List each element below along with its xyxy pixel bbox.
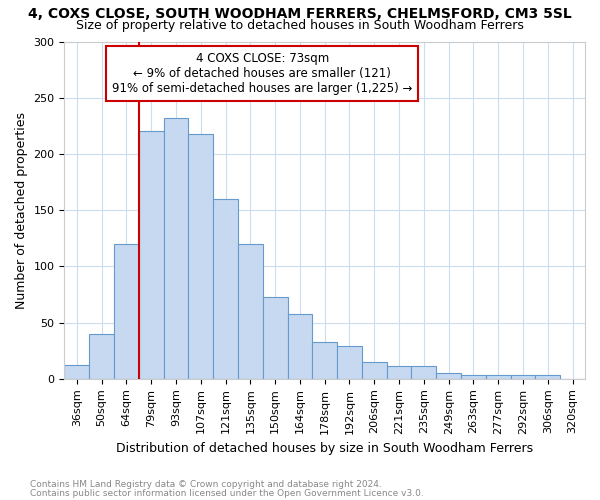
Bar (511, 376, 535, 379)
Bar (238, 244, 263, 379)
X-axis label: Distribution of detached houses by size in South Woodham Ferrers: Distribution of detached houses by size … (116, 442, 533, 455)
Bar (486, 376, 511, 379)
Bar (164, 118, 188, 379)
Bar (461, 376, 486, 379)
Bar (337, 346, 362, 379)
Bar (139, 132, 164, 379)
Text: 4 COXS CLOSE: 73sqm
← 9% of detached houses are smaller (121)
91% of semi-detach: 4 COXS CLOSE: 73sqm ← 9% of detached hou… (112, 52, 412, 94)
Bar (436, 373, 461, 379)
Bar (89, 334, 114, 379)
Bar (362, 362, 386, 379)
Text: Contains HM Land Registry data © Crown copyright and database right 2024.: Contains HM Land Registry data © Crown c… (30, 480, 382, 489)
Y-axis label: Number of detached properties: Number of detached properties (15, 112, 28, 308)
Bar (114, 244, 139, 379)
Bar (64, 366, 89, 379)
Bar (412, 366, 436, 379)
Text: Size of property relative to detached houses in South Woodham Ferrers: Size of property relative to detached ho… (76, 19, 524, 32)
Text: Contains public sector information licensed under the Open Government Licence v3: Contains public sector information licen… (30, 488, 424, 498)
Bar (213, 199, 238, 379)
Bar (386, 366, 412, 379)
Bar (287, 314, 313, 379)
Bar (188, 134, 213, 379)
Text: 4, COXS CLOSE, SOUTH WOODHAM FERRERS, CHELMSFORD, CM3 5SL: 4, COXS CLOSE, SOUTH WOODHAM FERRERS, CH… (28, 8, 572, 22)
Bar (313, 342, 337, 379)
Bar (263, 296, 287, 379)
Bar (535, 376, 560, 379)
